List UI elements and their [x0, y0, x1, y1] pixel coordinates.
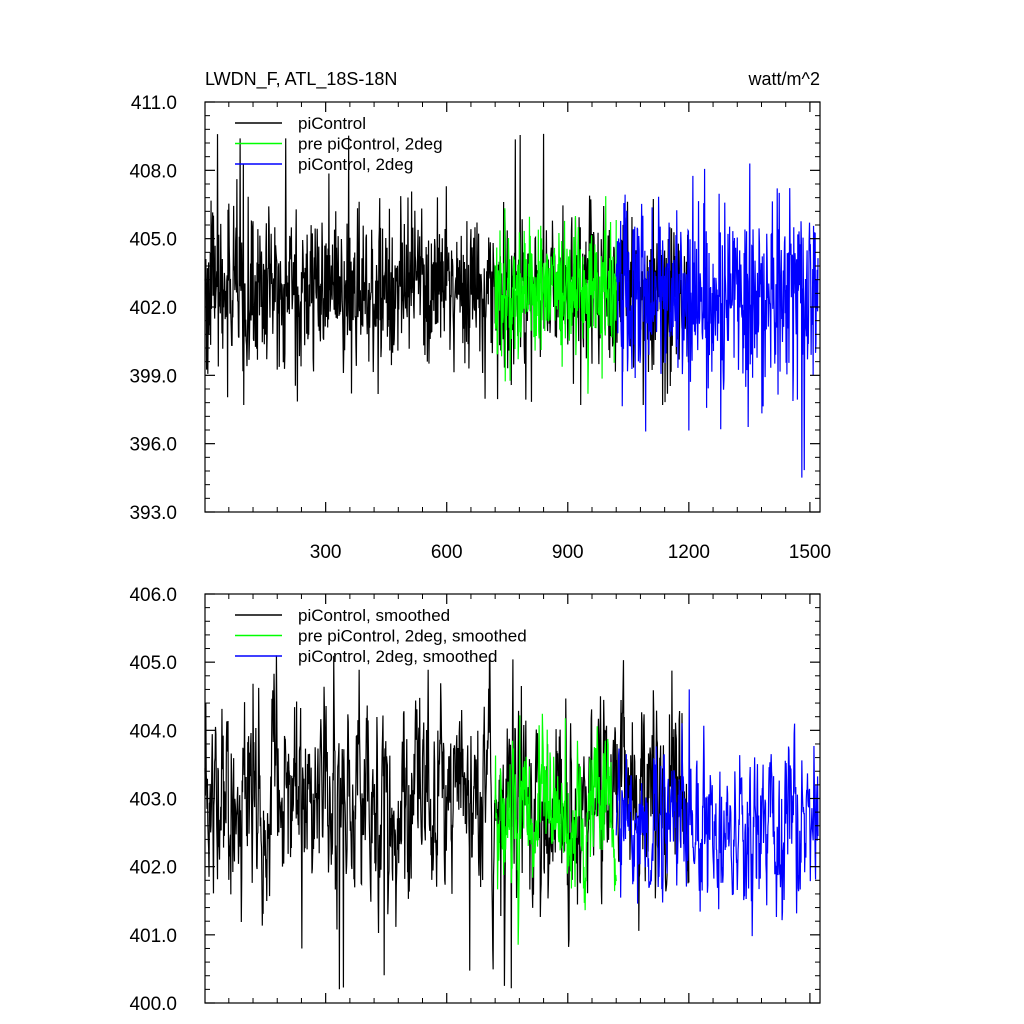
x-tick-label: 300	[310, 542, 342, 563]
series-line-2	[494, 196, 617, 394]
legend-label: piControl	[298, 114, 366, 133]
y-tick-label: 405.0	[129, 653, 177, 674]
legend-label: piControl, 2deg	[298, 155, 413, 174]
top-panel: 393.0 396.0 399.0 402.0 405.0 408.0 411.0 300 60…	[129, 69, 831, 563]
y-tick-label: 402.0	[129, 858, 177, 879]
legend-label: pre piControl, 2deg, smoothed	[298, 627, 527, 646]
series-line-3	[615, 163, 819, 478]
y-tick-label: 400.0	[129, 994, 177, 1015]
y-tick-label: 393.0	[129, 503, 177, 524]
y-tick-label: 411.0	[131, 93, 177, 114]
y-tick-label: 402.0	[129, 298, 177, 319]
y-tick-label: 404.0	[129, 721, 177, 742]
legend-label: piControl, smoothed	[298, 606, 450, 625]
series-line-2	[494, 713, 617, 945]
y-tick-label: 403.0	[129, 790, 177, 811]
legend-label: pre piControl, 2deg	[298, 135, 443, 154]
y-tick-label: 405.0	[129, 230, 177, 251]
y-tick-label: 408.0	[129, 161, 177, 182]
units-label: watt/m^2	[748, 69, 820, 89]
bottom-panel: 400.0 401.0 402.0 403.0 404.0 405.0 406.0 piCon…	[129, 585, 821, 1015]
y-tick-label: 401.0	[129, 926, 177, 947]
series-line-1	[204, 133, 690, 405]
x-tick-label: 1500	[789, 542, 831, 563]
legend-label: piControl, 2deg, smoothed	[298, 647, 497, 666]
x-tick-label: 1200	[668, 542, 710, 563]
series-line-1	[204, 655, 690, 990]
series-line-3	[615, 689, 819, 937]
y-tick-label: 399.0	[129, 366, 177, 387]
x-tick-label: 600	[431, 542, 463, 563]
y-tick-label: 396.0	[129, 435, 177, 456]
chart-title: LWDN_F, ATL_18S-18N	[205, 69, 397, 90]
x-tick-label: 900	[552, 542, 584, 563]
y-tick-label: 406.0	[129, 585, 177, 606]
